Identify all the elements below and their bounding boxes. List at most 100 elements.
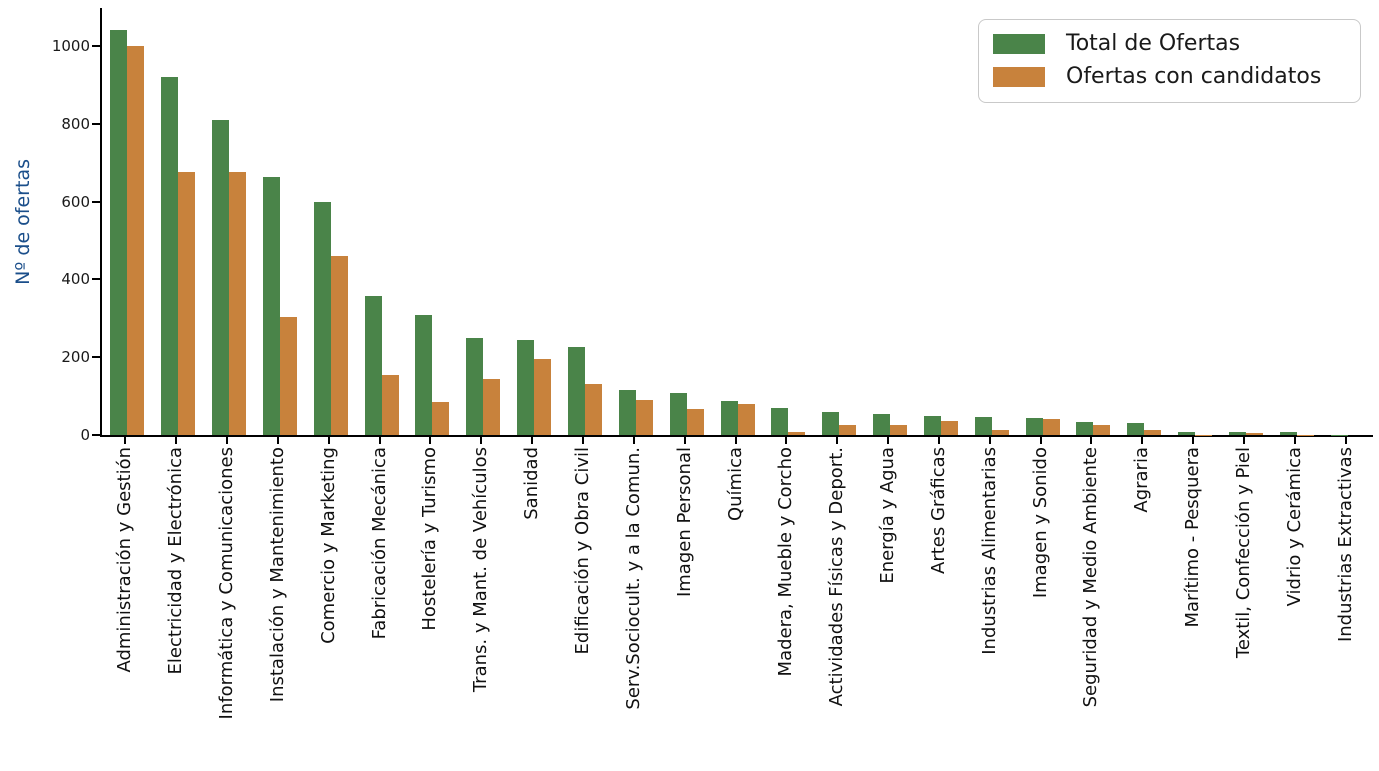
x-tick-slot [253,437,304,444]
bar-candidatos [788,432,806,435]
y-tick-mark [92,278,100,281]
x-tick-slot [964,437,1015,444]
y-tick-mark [92,200,100,203]
x-tick-mark [632,437,635,444]
legend-item: Ofertas con candidatos [993,64,1346,90]
x-tick-label: Madera, Mueble y Corcho [775,447,797,677]
bar-total [771,407,789,435]
x-label-slot: Hostelería y Turismo [405,447,456,719]
bar-group [102,8,153,435]
bar-candidatos [991,429,1009,435]
bar-total [1279,431,1297,435]
x-tick-mark [124,437,127,444]
x-tick-mark [1141,437,1144,444]
x-tick-label: Actividades Físicas y Deport. [826,447,848,707]
bar-group [1068,8,1119,435]
x-tick-label: Hostelería y Turismo [419,447,441,631]
x-tick-label: Administración y Gestión [114,447,136,673]
x-tick-label: Química [724,447,746,522]
x-tick-slot [507,437,558,444]
bar-total [110,30,128,435]
x-label-slot: Sanidad [507,447,558,719]
bar-candidatos [1245,433,1263,435]
bar-total [313,202,331,435]
bar-candidatos [534,359,552,435]
x-tick-mark [276,437,279,444]
bar-group [509,8,560,435]
x-label-slot: Instalación y Mantenimiento [253,447,304,719]
bar-group [610,8,661,435]
bar-total [568,347,586,435]
x-tick-slot [1117,437,1168,444]
x-label-slot: Fabricación Mecánica [354,447,405,719]
x-tick-mark [1192,437,1195,444]
x-tick-slot [761,437,812,444]
bar-candidatos [127,46,145,435]
x-tick-label: Electricidad y Electrónica [165,447,187,675]
x-tick-slot [1320,437,1371,444]
y-tick-label: 800 [61,114,90,133]
bar-group [407,8,458,435]
x-tick-label: Informática y Comunicaciones [216,447,238,720]
x-tick-slot [812,437,863,444]
bar-total [720,400,738,435]
bar-candidatos [483,379,501,435]
y-tick-mark [92,122,100,125]
bars-row [102,8,1373,435]
x-tick-label: Instalación y Mantenimiento [266,447,288,703]
x-tick-slot [914,437,965,444]
x-tick-slot [354,437,405,444]
x-tick-mark [175,437,178,444]
bar-total [1076,422,1094,435]
bar-candidatos [381,375,399,435]
x-tick-mark [1242,437,1245,444]
x-tick-label: Serv.Sociocult. y a la Comun. [622,447,644,710]
bar-group [1221,8,1272,435]
x-tick-label: Comercio y Marketing [317,447,339,644]
bar-group [966,8,1017,435]
x-tick-slot [659,437,710,444]
x-tick-label: Imagen Personal [673,447,695,598]
x-tick-slot [456,437,507,444]
y-tick-label: 200 [61,348,90,367]
legend-swatch [993,67,1045,88]
x-label-slot: Imagen Personal [659,447,710,719]
x-tick-slot [1066,437,1117,444]
x-tick-label: Agraria [1131,447,1153,513]
x-tick-mark [734,437,737,444]
bar-group [255,8,306,435]
legend-label: Ofertas con candidatos [1066,64,1322,90]
x-tick-slot [608,437,659,444]
x-tick-mark [1039,437,1042,444]
x-tick-mark [785,437,788,444]
bar-candidatos [585,384,603,435]
x-tick-mark [988,437,991,444]
bar-total [1025,417,1043,435]
bar-candidatos [178,172,196,435]
bar-group [814,8,865,435]
x-tick-label: Marítimo - Pesquera [1182,447,1204,628]
x-label-slot: Química [710,447,761,719]
x-label-slot: Imagen y Sonido [1015,447,1066,719]
x-label-slot: Comercio y Marketing [303,447,354,719]
x-tick-mark [480,437,483,444]
x-tick-mark [378,437,381,444]
y-tick-mark [92,356,100,359]
legend-label: Total de Ofertas [1066,31,1241,57]
x-axis-ticks [100,437,1371,444]
x-label-slot: Administración y Gestión [100,447,151,719]
x-tick-label: Industrias Extractivas [1334,447,1356,643]
x-label-slot: Artes Gráficas [914,447,965,719]
bar-candidatos [330,255,348,435]
bar-group [458,8,509,435]
bar-group [305,8,356,435]
bar-total [364,296,382,435]
x-tick-mark [836,437,839,444]
bar-total [212,119,230,435]
bar-group [1271,8,1322,435]
bar-candidatos [1042,418,1060,435]
x-tick-label: Sanidad [521,447,543,520]
x-tick-label: Textil, Confección y Piel [1232,447,1254,659]
bar-candidatos [635,400,653,435]
x-tick-label: Edificación y Obra Civil [572,447,594,655]
